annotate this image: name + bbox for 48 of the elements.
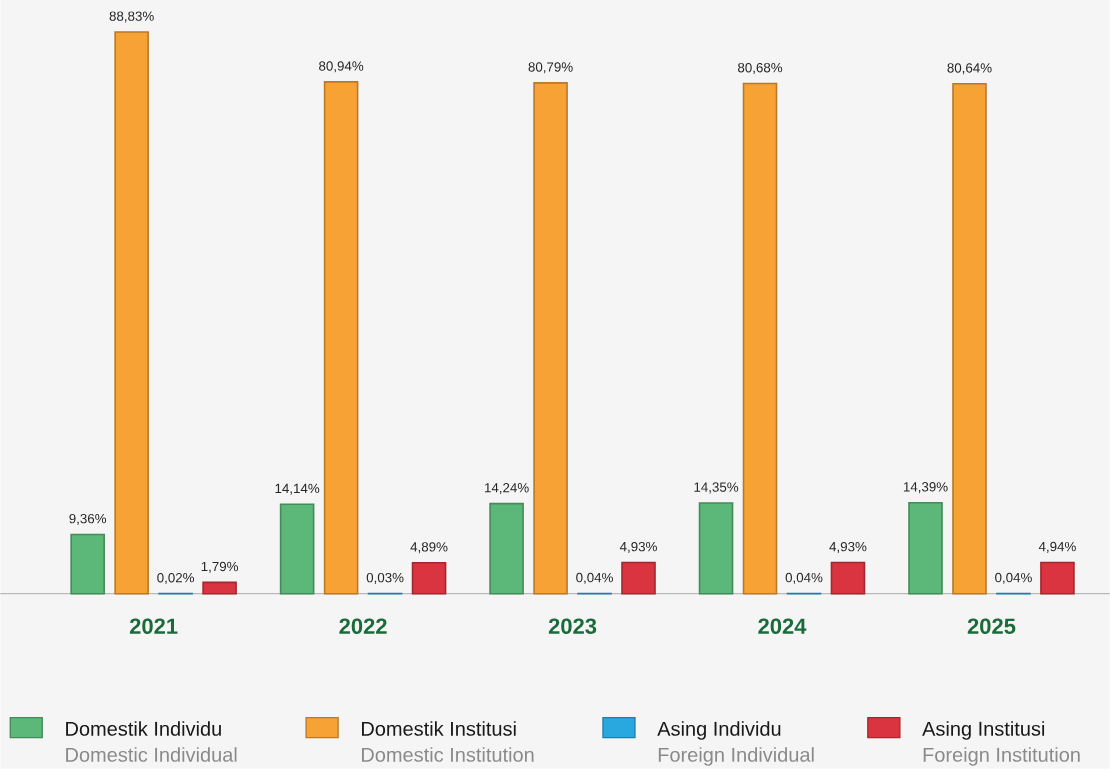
bar — [70, 533, 105, 595]
bar — [908, 502, 943, 595]
data-label: 80,94% — [319, 61, 364, 73]
bar — [830, 561, 866, 595]
data-label: 0,04% — [785, 573, 823, 585]
x-tick-label: 2023 — [548, 618, 597, 635]
bar — [411, 562, 447, 595]
bar — [742, 82, 778, 595]
data-label: 14,39% — [903, 482, 948, 494]
bar — [202, 581, 237, 595]
data-label: 14,24% — [485, 483, 529, 495]
data-label: 4,89% — [410, 542, 448, 554]
data-label: 0,03% — [366, 573, 404, 585]
data-label: 0,04% — [576, 573, 613, 585]
legend-label: Domestik Individu — [66, 721, 221, 737]
data-label: 80,64% — [947, 63, 992, 75]
data-label: 0,02% — [157, 573, 195, 585]
bar — [698, 502, 734, 595]
data-label: 4,93% — [829, 542, 867, 554]
x-tick-label: 2022 — [339, 618, 387, 635]
bar — [621, 561, 656, 595]
data-label: 4,94% — [1038, 542, 1076, 554]
data-label: 80,68% — [738, 63, 783, 75]
bar — [533, 82, 568, 595]
bar — [114, 31, 149, 595]
data-label: 9,36% — [69, 514, 107, 526]
bar — [1040, 561, 1075, 595]
x-tick-label: 2021 — [129, 618, 178, 635]
data-label: 14,14% — [275, 483, 320, 495]
legend-label: Asing Institusi — [922, 721, 1045, 740]
data-label: 0,04% — [995, 573, 1032, 585]
legend-label: Asing Individu — [657, 721, 781, 740]
legend-label: Domestik Institusi — [362, 721, 516, 737]
bar — [323, 81, 359, 595]
text: Foreign Individual — [658, 747, 814, 766]
x-tick-label: 2025 — [967, 618, 1016, 635]
bar — [952, 83, 987, 595]
bar — [489, 503, 524, 595]
text: Domestic Institution — [362, 747, 534, 762]
data-label: 1,79% — [201, 561, 239, 573]
text: Foreign Institution — [923, 747, 1080, 766]
data-label: 88,83% — [109, 11, 154, 23]
data-label: 80,79% — [528, 62, 573, 74]
text: Domestic Individual — [66, 747, 237, 762]
data-label: 4,93% — [619, 542, 657, 554]
bar — [279, 503, 315, 595]
x-tick-label: 2024 — [758, 618, 807, 635]
data-label: 14,35% — [694, 482, 739, 494]
